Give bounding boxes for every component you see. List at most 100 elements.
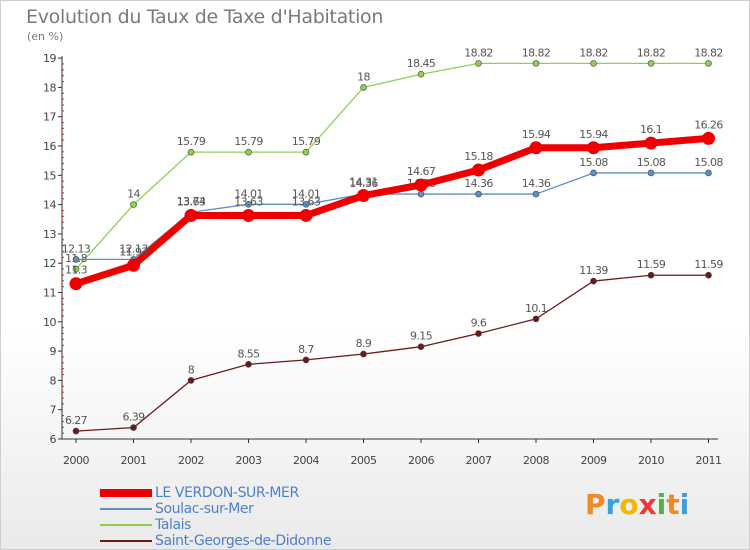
data-label: 11.39 [579,264,608,277]
data-point [587,141,600,155]
series-line-0 [75,274,710,432]
data-point [130,424,137,431]
data-point [242,208,255,222]
data-point [532,60,540,67]
y-tick-label: 19 [43,52,56,65]
data-label: 11.59 [637,258,666,271]
y-tick-label: 13 [43,228,56,241]
data-point [590,169,597,177]
data-point [475,60,482,67]
data-point [187,148,195,156]
data-point [72,265,80,273]
data-label: 10.1 [525,302,547,315]
series-line-1 [75,62,710,270]
y-tick-label: 18 [43,81,56,94]
data-point [475,330,482,337]
data-point [705,271,712,279]
x-tick-label: 2004 [293,454,319,467]
data-point [69,277,83,291]
y-tick-label: 17 [43,111,56,124]
data-label: 13.74 [177,195,206,208]
x-tick-label: 2011 [696,454,722,467]
x-tick-label: 2010 [638,454,664,467]
data-point [72,256,80,263]
y-tick-label: 12 [43,257,56,270]
data-label: 14.36 [464,177,493,190]
data-label: 16.26 [694,118,723,131]
data-point [532,315,540,323]
data-point [130,201,137,208]
legend-swatch-talais [100,524,152,526]
legend-swatch-saint-georges [100,540,152,542]
data-label: 14.36 [349,177,378,190]
data-label: 11.59 [694,258,723,271]
data-label: 16.1 [640,123,662,136]
data-point [127,258,140,272]
data-point [414,178,428,192]
logo-letter: r [605,488,620,521]
data-point [647,271,655,279]
y-tick-label: 16 [43,140,56,153]
data-point [472,163,485,177]
data-point [532,190,540,198]
data-label: 11.3 [65,264,88,277]
data-point [360,350,367,358]
data-label: 15.94 [579,128,608,141]
legend-swatch-soulac [100,508,152,510]
data-label: 15.79 [292,135,321,148]
y-tick-label: 9 [50,345,57,358]
data-point [417,70,425,78]
data-label: 9.15 [410,330,433,343]
logo-letter: t [666,488,680,521]
data-point [705,169,712,177]
data-label: 18 [357,70,370,83]
x-tick-label: 2000 [63,454,89,467]
data-label: 14.36 [522,177,551,190]
legend-item-le-verdon: LE VERDON-SUR-MER [100,485,331,501]
y-tick-label: 8 [50,374,57,387]
data-label: 8.9 [356,337,372,350]
data-label: 12.13 [62,242,91,255]
data-label: 6.39 [122,411,145,424]
data-point [590,60,597,67]
y-tick-label: 6 [50,433,57,446]
x-tick-label: 2009 [581,454,607,467]
data-label: 13.63 [234,195,263,208]
data-point [647,169,655,177]
data-label: 15.08 [579,156,608,169]
y-tick-label: 15 [43,169,56,182]
legend-label-le-verdon: LE VERDON-SUR-MER [155,485,299,501]
data-label: 18.45 [407,57,436,70]
chart-title: Evolution du Taux de Taxe d'Habitation [26,6,384,28]
legend-label-talais: Talais [155,517,192,533]
data-label: 6.27 [65,414,88,427]
y-tick-label: 14 [43,199,56,212]
x-tick-label: 2001 [121,454,147,467]
x-tick-label: 2002 [178,454,204,467]
data-point [360,84,367,91]
y-tick-label: 11 [43,287,56,300]
data-label: 18.82 [579,46,608,59]
x-tick-label: 2003 [236,454,262,467]
data-label: 13.63 [177,195,206,208]
data-label: 14.67 [407,165,436,178]
logo-letter: i [679,488,690,521]
data-label: 15.18 [464,150,493,163]
data-point [417,343,425,351]
data-label: 15.79 [177,135,206,148]
data-label: 11.93 [119,245,148,258]
data-point [302,201,310,208]
legend-item-soulac: Soulac-sur-Mer [100,501,331,517]
data-label: 18.82 [637,46,666,59]
legend-label-soulac: Soulac-sur-Mer [155,501,254,517]
legend: LE VERDON-SUR-MER Soulac-sur-Mer Talais … [100,485,332,549]
data-point [705,60,712,67]
data-point [245,148,252,156]
data-label: 14.01 [234,187,263,200]
data-point [529,141,543,155]
data-label: 13.63 [292,195,321,208]
data-label: 12.13 [119,242,148,255]
data-label: 9.6 [471,317,487,330]
